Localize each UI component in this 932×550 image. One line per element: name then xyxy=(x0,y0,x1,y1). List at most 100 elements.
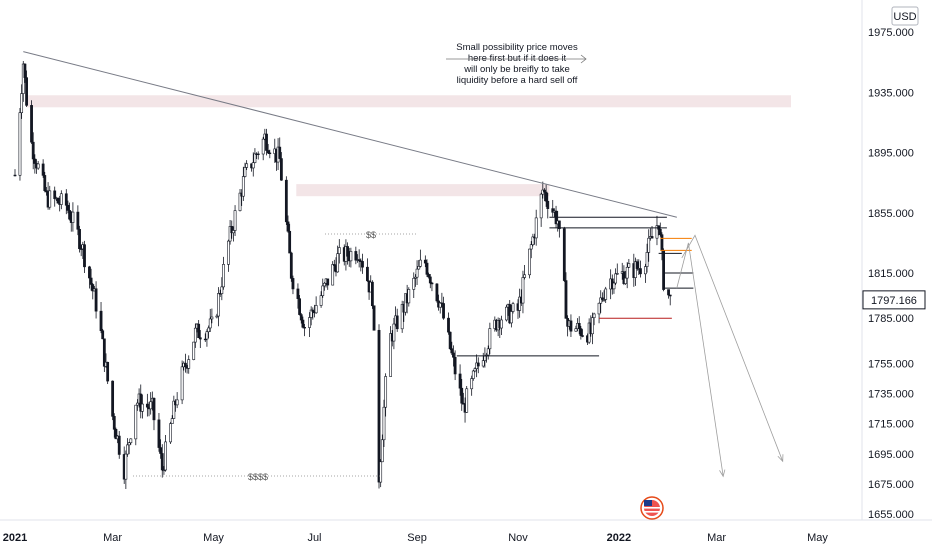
candle-body xyxy=(521,277,525,304)
candle-body xyxy=(668,294,672,297)
candle-body xyxy=(438,302,442,308)
candle-body xyxy=(361,261,364,268)
candle-body xyxy=(625,266,629,279)
candle-body xyxy=(380,439,384,463)
candle-body xyxy=(511,303,515,312)
candle-body xyxy=(227,240,230,265)
drawn-lines xyxy=(23,51,784,478)
candle-body xyxy=(319,295,323,306)
candle-body xyxy=(326,278,330,286)
candle-body xyxy=(602,299,606,301)
candle-body xyxy=(127,442,131,446)
x-tick-label: 2022 xyxy=(607,532,631,544)
candle-body xyxy=(331,264,335,286)
candle-body xyxy=(622,271,626,284)
candle-body xyxy=(233,210,237,231)
zone-box xyxy=(296,184,550,197)
candle-body xyxy=(164,441,167,471)
candle-body xyxy=(45,190,48,193)
candle-body xyxy=(600,297,604,300)
candle-body xyxy=(13,174,17,177)
candle-body xyxy=(647,237,651,253)
candle-body xyxy=(569,320,573,332)
price-axis[interactable]: USD 1797.166 1975.000 1935.000 1895.000 185… xyxy=(861,0,926,521)
candle-body xyxy=(528,248,531,276)
flag-icon[interactable] xyxy=(640,496,664,520)
candle-body xyxy=(187,359,191,369)
candle-body xyxy=(266,150,270,154)
y-tick-label: 1675.000 xyxy=(868,479,914,491)
zone-box xyxy=(26,95,791,108)
candle-body xyxy=(279,158,283,181)
candle-body xyxy=(384,376,388,408)
candle-body xyxy=(543,189,546,193)
supply-zones xyxy=(26,95,791,197)
candle-body xyxy=(667,289,670,296)
candle-body xyxy=(546,200,550,209)
candle-body xyxy=(59,193,63,205)
candle-body xyxy=(76,211,80,230)
candle-body xyxy=(232,230,235,234)
candle-body xyxy=(592,313,596,318)
candle-body xyxy=(31,141,35,160)
candle-body xyxy=(529,244,533,250)
candle-body xyxy=(288,230,292,254)
candle-body xyxy=(284,179,288,223)
candle-body xyxy=(453,356,457,375)
quad-dollar-label: $$$$ xyxy=(248,472,268,482)
y-tick-label: 1855.000 xyxy=(868,208,914,220)
x-tick-label: May xyxy=(807,532,828,544)
candle-body xyxy=(425,262,429,275)
candle-body xyxy=(134,404,138,440)
y-tick-label: 1655.000 xyxy=(868,509,914,521)
candle-body xyxy=(612,282,616,290)
candle-body xyxy=(159,447,163,454)
candle-body xyxy=(102,338,106,367)
candle-body xyxy=(614,273,618,284)
candle-body xyxy=(106,361,110,382)
candle-body xyxy=(354,251,358,261)
candle-body xyxy=(650,236,654,239)
candle-body xyxy=(111,380,115,417)
candle-body xyxy=(505,306,508,321)
candle-body xyxy=(66,205,70,211)
candle-body xyxy=(114,429,118,440)
candle-body xyxy=(473,368,477,372)
candle-body xyxy=(564,280,568,319)
candle-body xyxy=(193,327,197,343)
currency-badge[interactable] xyxy=(891,6,919,26)
x-tick-label: Nov xyxy=(508,532,528,544)
candle-body xyxy=(314,305,318,314)
candle-body xyxy=(36,163,40,169)
candle-body xyxy=(124,453,128,480)
candle-body xyxy=(184,362,187,367)
candle-body xyxy=(180,366,184,401)
candle-body xyxy=(301,319,305,328)
time-axis[interactable]: 2021 Mar May Jul Sep Nov 2022 Mar May xyxy=(0,519,932,544)
candle-body xyxy=(500,319,503,329)
candle-body xyxy=(64,193,68,206)
candle-body xyxy=(278,146,282,159)
double-dollar-label: $$ xyxy=(366,230,376,240)
candle-body xyxy=(412,277,416,290)
candle-body xyxy=(296,288,300,299)
candle-body xyxy=(321,285,325,296)
candle-body xyxy=(170,418,174,424)
projection-path xyxy=(681,234,784,462)
candle-body xyxy=(215,315,219,318)
candle-body xyxy=(465,388,469,413)
candle-body xyxy=(407,289,411,304)
note-line-2: here first but if it does it xyxy=(468,53,567,64)
candle-body xyxy=(415,268,419,278)
candle-body xyxy=(197,323,201,339)
candle-body xyxy=(577,323,581,329)
projection-arrowhead xyxy=(719,469,726,478)
y-tick-label: 1895.000 xyxy=(868,148,914,160)
candle-body xyxy=(56,197,60,204)
current-price-label: 1797.166 xyxy=(871,295,917,307)
x-tick-label: Mar xyxy=(103,532,122,544)
candle-body xyxy=(129,438,133,444)
candle-body xyxy=(539,193,543,219)
candle-body xyxy=(94,288,98,312)
